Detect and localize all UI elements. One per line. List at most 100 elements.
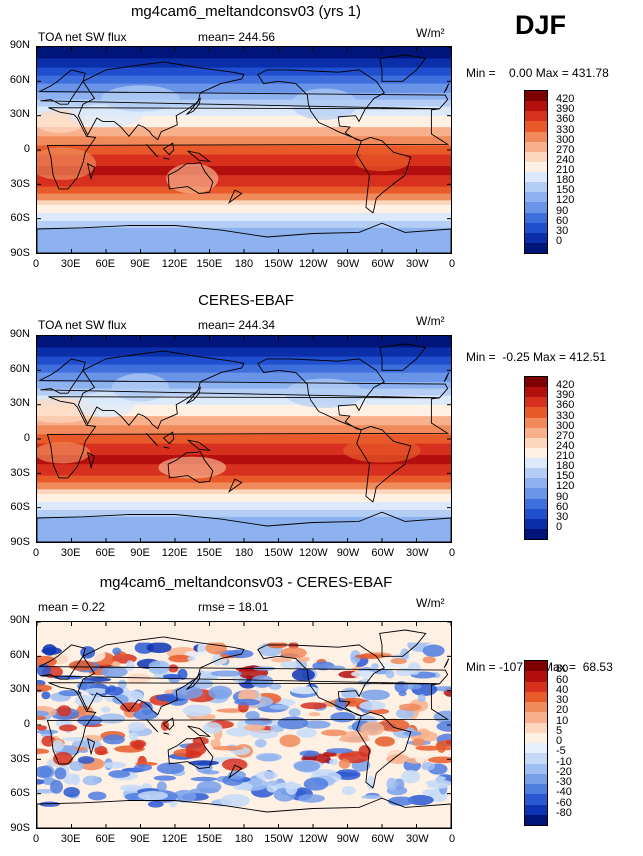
diff-patch [415,754,426,764]
lon-tick-label: 0 [32,258,40,270]
colorbar-swatch [525,804,547,815]
lon-tick-label: 60E [95,547,116,559]
flux-band [37,154,451,167]
diff-patch [103,761,127,769]
diff-patch [378,718,410,732]
diff-patch [296,728,317,738]
colorbar-tick-label: 80 [556,663,569,676]
diff-patch [210,738,221,748]
colorbar-swatch [525,161,547,172]
coastline [186,672,202,690]
coastline [86,162,96,181]
coastline [77,61,245,141]
lat-tick-label: 90N [9,328,30,340]
colorbar-swatch [525,671,547,682]
diff-patch [359,700,386,711]
flux-band [37,443,451,456]
flux-band [37,464,451,477]
colorbar-tick-label: 150 [556,184,575,197]
diff-patch [120,702,142,713]
flux-patch [354,151,410,172]
flux-band [37,136,451,146]
flux-band [37,489,451,495]
diff-patch [297,656,310,662]
diff-patch [77,756,95,764]
colorbar-swatch [525,732,547,743]
diff-patch [117,679,127,690]
colorbar-tick-label: 5 [556,724,563,737]
coastline [379,629,427,657]
colorbar-tick-label: 120 [556,480,575,493]
lon-tick-label: 150W [264,833,294,845]
panel-title: mg4cam6_meltandconsv03 - CERES-EBAF [99,574,393,591]
diff-patch [133,764,153,771]
flux-patch [285,378,364,408]
diff-patch [341,786,356,796]
lon-tick-label: 150W [264,258,294,270]
diff-patch [321,729,347,737]
lon-tick-label: 0 [32,833,40,845]
map-model [36,46,452,254]
diff-patch [90,694,103,703]
colorbar-tick-label: 210 [556,450,575,462]
lon-tick-label: 60W [371,833,394,845]
diff-patch [212,745,244,751]
colorbar-swatch [525,661,547,672]
colorbar-tick-label: 330 [556,409,575,422]
diff-patch [417,728,430,739]
colorbar-tick-label: 420 [556,93,575,106]
diff-patch [277,716,309,730]
diff-patch [137,790,169,801]
colorbar-tick-label: -60 [556,796,572,809]
colorbar-swatch [525,222,547,233]
colorbar-swatch [525,407,547,418]
colorbar-swatch [525,182,547,193]
diff-patch [127,721,147,732]
colorbar-tick-label: 210 [556,164,575,176]
colorbar-tick-label: -5 [556,745,566,758]
lat-tick-label: 30S [10,177,30,190]
colorbar-tick-label: 0 [556,520,563,533]
coastline [39,644,449,685]
flux-band [37,92,451,101]
coastline [187,725,212,738]
colorbar-tick-label: 180 [556,460,575,473]
coastline [379,343,427,371]
flux-band [37,347,451,358]
colorbar-swatch [525,722,547,733]
colorbar-tick-label: 420 [556,379,575,392]
diff-patch [69,760,85,772]
lat-tick-label: 60N [9,73,30,86]
flux-patch [158,456,227,479]
diff-patch [141,701,153,716]
diff-patch [197,642,209,656]
coastline [443,83,450,94]
diff-patch [129,732,139,741]
map-canvas [37,47,451,253]
flux-patch [77,391,135,418]
flux-band [37,230,451,253]
lon-tick-label: 60W [371,547,394,559]
coastline [356,136,412,214]
diff-patch [411,738,425,747]
colorbar-swatch [525,202,547,213]
diff-patch [401,769,421,784]
lon-tick-label: 120E [161,833,188,845]
lat-tick-label: 0 [23,718,30,730]
colorbar-tick-label: 300 [556,419,575,432]
flux-band [37,381,451,390]
diff-patch [436,721,451,732]
diff-patch [108,770,131,778]
diff-patch [280,647,307,659]
season-label: DJF [515,10,567,40]
lon-tick-label: 120W [298,547,328,559]
coastline [37,797,451,828]
coastline [186,386,202,404]
lon-tick-label: 60E [95,258,116,270]
diff-patch [172,686,204,700]
diff-patch [402,731,423,736]
coastline [37,511,451,542]
colorbar-swatch [525,91,547,102]
colorbar-tick-label: 0 [556,735,563,747]
colorbar-tick-label: -30 [556,776,572,788]
